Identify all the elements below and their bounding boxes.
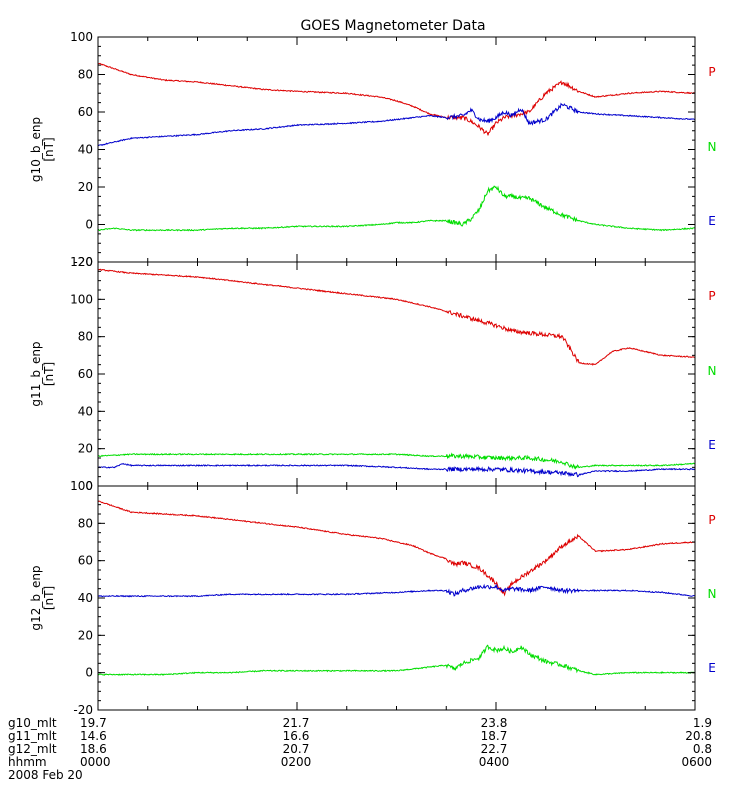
y-tick-label: 100 <box>70 30 93 44</box>
series-line-p <box>97 62 696 136</box>
y-axis-label: g11_b_enp <box>29 341 43 406</box>
y-axis-unit: [nT] <box>42 586 56 610</box>
footer-value: 1.9 <box>693 716 712 730</box>
footer-value: 19.7 <box>80 716 107 730</box>
y-tick-label: 120 <box>70 255 93 269</box>
y-axis-label: g10_b_enp <box>29 117 43 182</box>
legend-label-n: N <box>708 587 717 601</box>
series-line-n <box>97 644 696 676</box>
y-tick-label: 0 <box>85 218 93 232</box>
panel-frame <box>97 261 696 487</box>
panel-1: -20 0 20 40 60 80 100 g10_b_enp [nT] P N E <box>29 30 716 269</box>
footer-value: 0000 <box>80 755 111 769</box>
footer-row-label: g11_mlt <box>8 729 57 743</box>
time-axis-footer: g10_mlt 19.7 21.7 23.8 1.9 g11_mlt 14.6 16.6 18.… <box>8 716 712 782</box>
legend-label-p: P <box>708 65 715 79</box>
footer-value: 0600 <box>681 755 712 769</box>
series-line-e <box>98 462 696 478</box>
y-axis-unit: [nT] <box>42 137 56 161</box>
footer-value: 0400 <box>479 755 510 769</box>
y-tick-label: -20 <box>73 703 93 717</box>
y-tick-label: 20 <box>78 180 93 194</box>
footer-row-label: g12_mlt <box>8 742 57 756</box>
panel-frame <box>97 485 696 711</box>
y-axis-unit: [nT] <box>42 362 56 386</box>
y-tick-label: 100 <box>70 292 93 306</box>
footer-value: 0.8 <box>693 742 712 756</box>
footer-value: 18.6 <box>80 742 107 756</box>
footer-row-label: hhmm <box>8 755 47 769</box>
series-line-p <box>97 268 696 366</box>
footer-value: 23.8 <box>481 716 508 730</box>
y-tick-label: 0 <box>85 479 93 493</box>
footer-value: 20.7 <box>283 742 310 756</box>
series-line-p <box>97 500 696 597</box>
footer-value: 21.7 <box>283 716 310 730</box>
y-tick-label: 0 <box>85 666 93 680</box>
series-line-n <box>97 185 696 232</box>
legend-label-p: P <box>708 289 715 303</box>
footer-row-label: g10_mlt <box>8 716 57 730</box>
legend-label-n: N <box>708 140 717 154</box>
series-line-e <box>97 102 696 147</box>
y-tick-label: 20 <box>78 628 93 642</box>
y-axis-label: g12_b_enp <box>29 565 43 630</box>
y-tick-label: 60 <box>78 367 93 381</box>
legend-label-n: N <box>708 364 717 378</box>
legend-label-p: P <box>708 513 715 527</box>
footer-value: 18.7 <box>481 729 508 743</box>
y-tick-label: 20 <box>78 442 93 456</box>
footer-value: 16.6 <box>283 729 310 743</box>
y-tick-label: 80 <box>78 68 93 82</box>
y-tick-label: 60 <box>78 105 93 119</box>
panel-3: -20 0 20 40 60 80 100 g12_b_enp [nT] P N E <box>29 479 716 717</box>
chart-title: GOES Magnetometer Data <box>300 18 485 34</box>
y-tick-label: 100 <box>70 479 93 493</box>
footer-value: 22.7 <box>481 742 508 756</box>
y-tick-label: 40 <box>78 404 93 418</box>
footer-value: 20.8 <box>685 729 712 743</box>
legend-label-e: E <box>708 214 716 228</box>
series-line-e <box>98 583 696 598</box>
panel-frame <box>97 36 696 263</box>
footer-date: 2008 Feb 20 <box>8 768 83 782</box>
y-tick-label: -20 <box>73 255 93 269</box>
footer-value: 14.6 <box>80 729 107 743</box>
y-tick-label: 80 <box>78 516 93 530</box>
y-tick-label: 40 <box>78 143 93 157</box>
footer-value: 0200 <box>281 755 312 769</box>
y-tick-label: 80 <box>78 330 93 344</box>
legend-label-e: E <box>708 438 716 452</box>
y-tick-label: 60 <box>78 554 93 568</box>
series-line-n <box>97 452 696 470</box>
panel-2: 0 20 40 60 80 100 120 g11_b_enp [nT] P N E <box>29 255 716 493</box>
y-tick-label: 40 <box>78 591 93 605</box>
legend-label-e: E <box>708 661 716 675</box>
